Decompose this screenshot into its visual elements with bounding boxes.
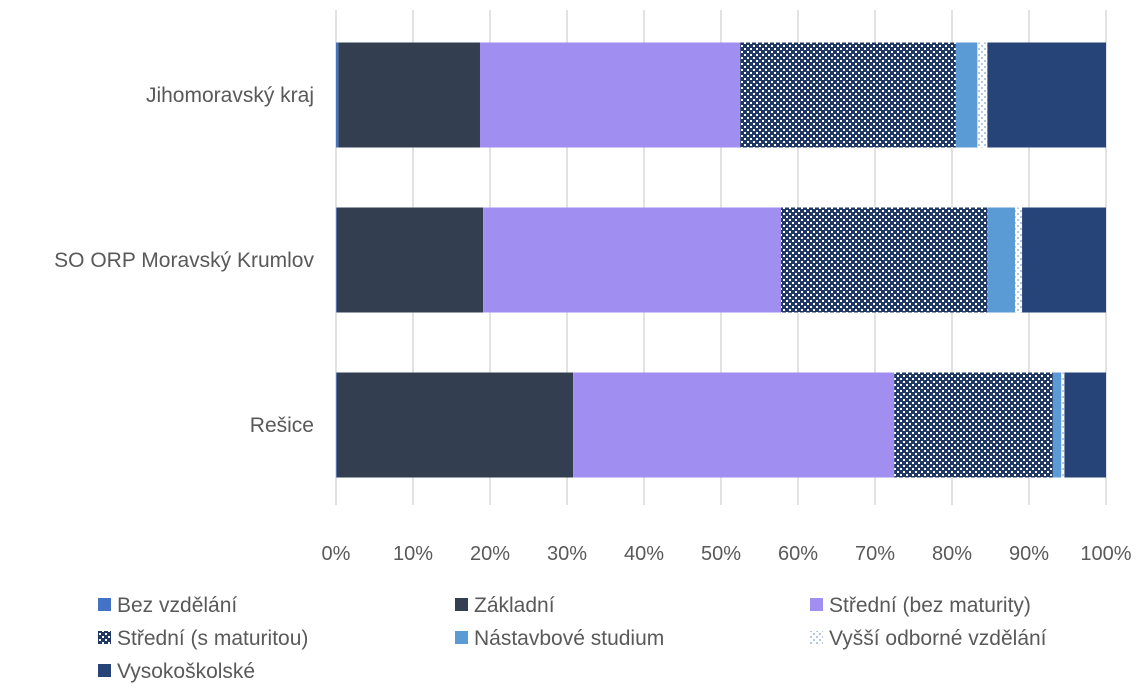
legend-label: Střední (bez maturity)	[829, 594, 1031, 617]
bars	[336, 42, 1106, 478]
category-label: SO ORP Moravský Krumlov	[54, 249, 314, 272]
legend-label: Nástavbové studium	[474, 627, 664, 650]
legend-swatch	[98, 598, 111, 611]
bar-segment-stredni-bez-maturity	[479, 42, 741, 148]
x-tick-label: 20%	[470, 543, 510, 565]
bar-segment-bez-vzdelani	[336, 207, 337, 313]
bar-segment-zakladni	[336, 372, 574, 478]
bar-segment-vysokoskolske	[987, 42, 1106, 148]
legend-swatch	[455, 598, 468, 611]
category-label: Rešice	[250, 414, 314, 437]
legend-label: Základní	[474, 594, 555, 617]
x-tick-label: 0%	[322, 543, 351, 565]
bar-segment-nastavbove-studium	[955, 42, 978, 148]
legend-swatch	[455, 631, 468, 644]
legend-item-zakladni: Základní	[455, 594, 555, 617]
legend-swatch	[98, 664, 111, 677]
legend-swatch	[810, 598, 823, 611]
bar-segment-stredni-bez-maturity	[483, 207, 782, 313]
legend-item-stredni-bez-maturity: Střední (bez maturity)	[810, 594, 1031, 617]
legend-label: Vysokoškolské	[117, 660, 255, 683]
legend-item-nastavbove-studium: Nástavbové studium	[455, 627, 664, 650]
legend-swatch	[98, 631, 111, 644]
bar-segment-stredni-s-maturitou	[781, 207, 988, 313]
bar-segment-stredni-s-maturitou	[894, 372, 1053, 478]
bar-segment-nastavbove-studium	[1052, 372, 1062, 478]
bar-segment-vyssi-odborne-vzdelani	[1015, 207, 1023, 313]
bar-segment-bez-vzdelani	[336, 372, 337, 478]
legend-item-bez-vzdelani: Bez vzdělání	[98, 594, 237, 617]
bar-segment-vysokoskolske	[1064, 372, 1106, 478]
x-tick-label: 100%	[1080, 543, 1131, 565]
legend-item-vysokoskolske: Vysokoškolské	[98, 660, 255, 683]
bar-segment-vysokoskolske	[1022, 207, 1106, 313]
category-axis-labels: Jihomoravský kraj SO ORP Moravský Krumlov…	[54, 84, 314, 437]
category-label: Jihomoravský kraj	[146, 84, 314, 107]
bar-segment-zakladni	[336, 207, 484, 313]
x-tick-label: 50%	[701, 543, 741, 565]
x-tick-label: 40%	[624, 543, 664, 565]
bar-segment-vyssi-odborne-vzdelani	[1061, 372, 1065, 478]
x-tick-label: 80%	[932, 543, 972, 565]
legend-swatch	[810, 631, 823, 644]
legend-label: Vyšší odborné vzdělání	[829, 627, 1047, 650]
bar-segment-bez-vzdelani	[336, 42, 339, 148]
legend: Bez vzdělání Základní Střední (bez maturit…	[98, 594, 1047, 683]
x-tick-label: 30%	[547, 543, 587, 565]
x-tick-label: 70%	[855, 543, 895, 565]
bar-segment-stredni-s-maturitou	[740, 42, 956, 148]
x-tick-label: 60%	[778, 543, 818, 565]
x-tick-label: 90%	[1009, 543, 1049, 565]
legend-label: Střední (s maturitou)	[117, 627, 308, 650]
bar-segment-nastavbove-studium	[987, 207, 1016, 313]
bar-segment-vyssi-odborne-vzdelani	[977, 42, 988, 148]
legend-label: Bez vzdělání	[117, 594, 237, 617]
bar-segment-stredni-bez-maturity	[573, 372, 895, 478]
x-tick-label: 10%	[393, 543, 433, 565]
value-axis-tick-labels: 0% 10% 20% 30% 40% 50% 60% 70% 80% 90% 100%	[322, 543, 1132, 565]
bar-segment-zakladni	[338, 42, 480, 148]
legend-item-vyssi-odborne-vzdelani: Vyšší odborné vzdělání	[810, 627, 1047, 650]
legend-item-stredni-s-maturitou: Střední (s maturitou)	[98, 627, 308, 650]
